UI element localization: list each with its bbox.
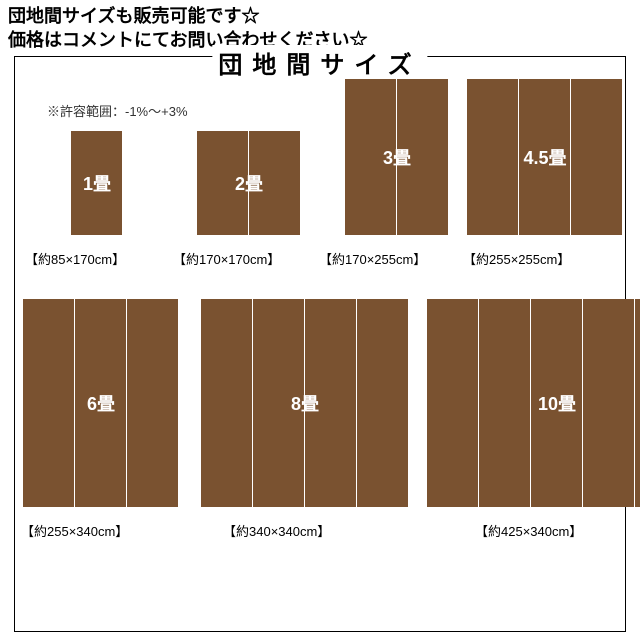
mat-panel (635, 299, 640, 507)
chart-title: 団地間サイズ (212, 45, 427, 80)
mat-dimension: 【約170×255cm】 (319, 249, 426, 268)
mat-label: 2畳 (235, 170, 263, 196)
mat-m10: 10畳 (427, 299, 640, 507)
mat-m45: 4.5畳 (467, 79, 623, 235)
mat-dimension: 【約425×340cm】 (475, 521, 582, 540)
mat-dimension: 【約170×170cm】 (173, 249, 280, 268)
mat-label: 3畳 (383, 144, 411, 170)
mat-panel (127, 299, 179, 507)
tolerance-note: ※許容範囲：-1%～+3% (47, 101, 188, 120)
mat-dimension: 【約340×340cm】 (223, 521, 330, 540)
mat-dimension: 【約255×255cm】 (463, 249, 570, 268)
mat-label: 6畳 (87, 390, 115, 416)
mat-m2: 2畳 (197, 131, 301, 235)
mat-m8: 8畳 (201, 299, 409, 507)
mat-panel (583, 299, 635, 507)
mat-panel (427, 299, 479, 507)
mat-label: 1畳 (83, 170, 111, 196)
mat-panel (201, 299, 253, 507)
mat-m6: 6畳 (23, 299, 179, 507)
mat-panel (479, 299, 531, 507)
mat-panel (571, 79, 623, 235)
mat-m3: 3畳 (345, 79, 449, 235)
mat-m1: 1畳 (71, 131, 123, 235)
header-line-1: 団地間サイズも販売可能です☆ (8, 4, 367, 28)
mat-dimension: 【約255×340cm】 (21, 521, 128, 540)
mat-panel (23, 299, 75, 507)
mat-label: 10畳 (538, 390, 576, 416)
mat-dimension: 【約85×170cm】 (25, 249, 125, 268)
mat-panel (357, 299, 409, 507)
size-chart-frame: 団地間サイズ ※許容範囲：-1%～+3% 1畳【約85×170cm】2畳【約17… (14, 56, 626, 632)
mat-label: 8畳 (291, 390, 319, 416)
mat-panel (467, 79, 519, 235)
mat-label: 4.5畳 (523, 144, 566, 170)
